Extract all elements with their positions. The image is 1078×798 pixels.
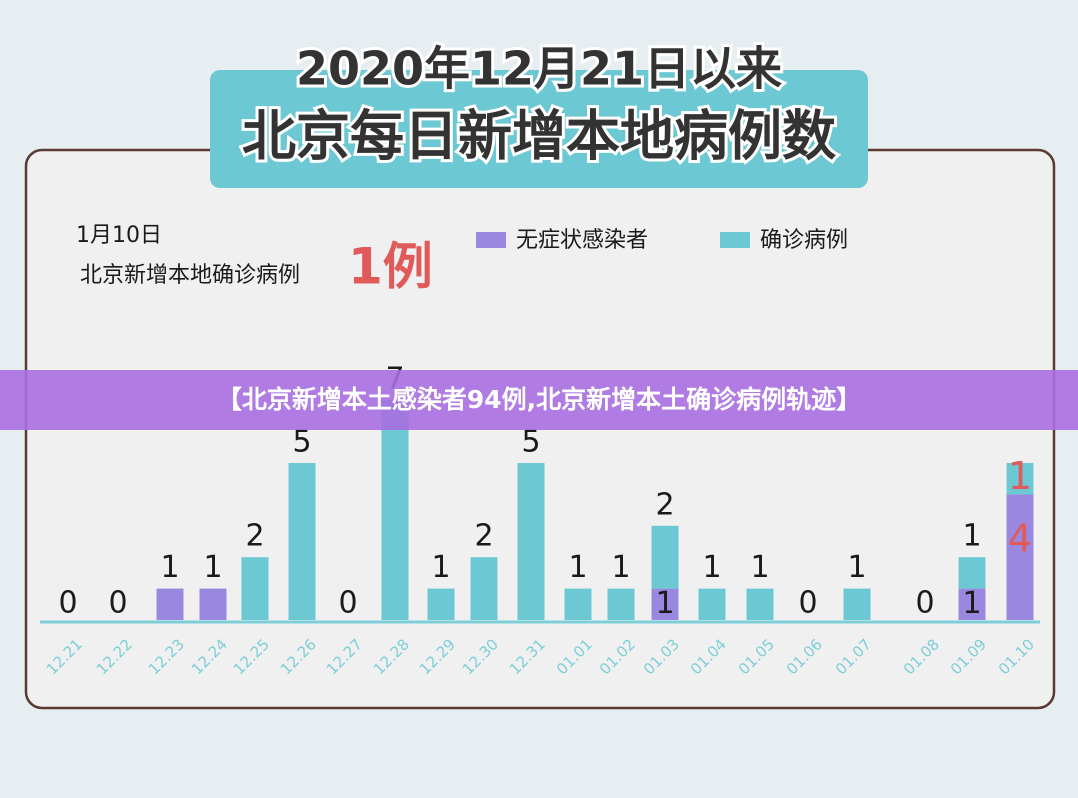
data-label: 0 [798,586,817,621]
annotation-value: 1例 [348,238,433,296]
data-label: 1 [962,519,981,554]
data-label: 5 [521,425,540,460]
data-label: 1 [847,550,866,585]
data-label: 1 [431,550,450,585]
legend-swatch [476,232,506,248]
data-label: 1 [962,586,981,621]
bar [288,463,316,620]
chart-title: 2020年12月21日以来 [296,42,782,96]
banner-bg [0,370,1078,430]
data-label: 0 [108,586,127,621]
bar [470,557,498,620]
title-box [210,70,868,188]
data-label: 0 [915,586,934,621]
bar [241,557,269,620]
data-label: 2 [474,519,493,554]
bar [607,588,635,620]
bar [698,588,726,620]
data-label: 1 [1008,454,1032,498]
data-label: 1 [203,550,222,585]
chart-subtitle: 北京每日新增本地病例数 [242,105,836,168]
legend-label: 无症状感染者 [516,228,648,253]
bar [958,557,986,589]
bar [564,588,592,620]
annotation-date: 1月10日 [76,223,162,248]
bar [517,463,545,620]
bar [958,588,986,620]
data-label: 0 [338,586,357,621]
bar [1006,463,1034,495]
bar [199,588,227,620]
banner: 【北京新增本土感染者94例,北京新增本土确诊病例轨迹】 [217,385,861,414]
bar [651,525,679,589]
data-label: 1 [611,550,630,585]
bar [381,400,409,620]
data-label: 0 [58,586,77,621]
legend-label: 确诊病例 [760,228,848,253]
data-label: 2 [245,519,264,554]
bar [427,588,455,620]
bar [651,588,679,620]
bar [746,588,774,620]
bar [1006,494,1034,620]
legend-swatch [720,232,750,248]
data-label: 1 [160,550,179,585]
data-label: 1 [702,550,721,585]
data-label: 4 [1008,517,1032,561]
data-label: 5 [292,425,311,460]
data-label: 2 [655,487,674,522]
data-label: 1 [568,550,587,585]
data-label: 1 [655,586,674,621]
bar [156,588,184,620]
bar [843,588,871,620]
annotation-label: 北京新增本地确诊病例 [80,263,300,288]
data-label: 1 [750,550,769,585]
